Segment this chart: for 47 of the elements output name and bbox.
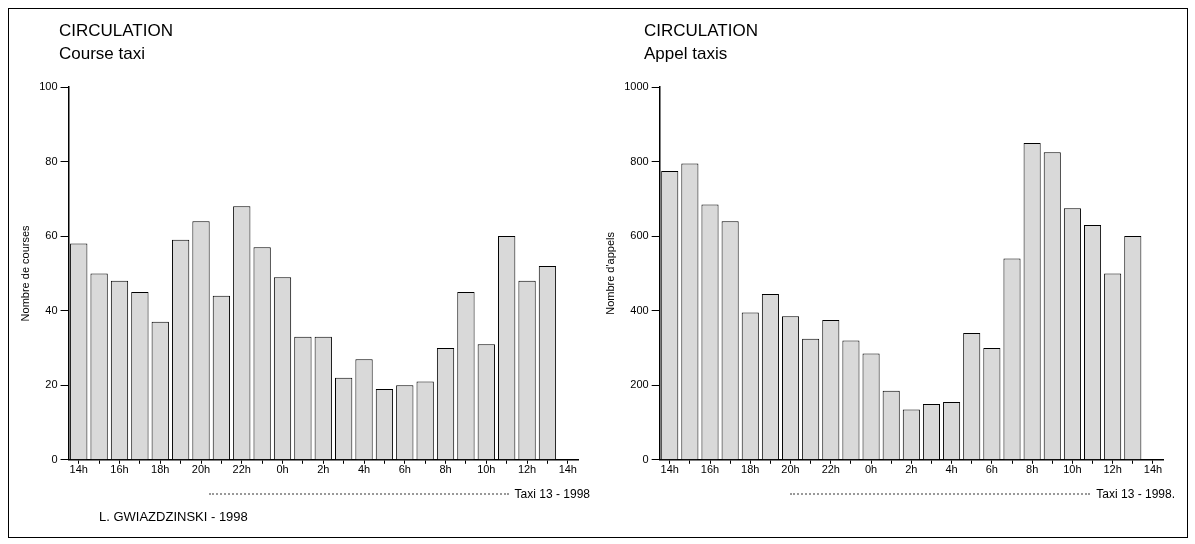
x-tick-label: 6h	[985, 463, 998, 476]
y-tick-label: 0	[642, 452, 649, 465]
y-axis-title: Nombre d'appels	[603, 231, 616, 315]
y-tick-label: 1000	[624, 80, 649, 93]
x-tick-label: 22h	[821, 463, 840, 476]
x-tick-label: 18h	[151, 463, 170, 476]
y-tick-label: 80	[45, 154, 58, 167]
x-tick-label: 2h	[905, 463, 918, 476]
text: Taxi 13 - 1998	[514, 487, 590, 501]
x-tick-label: 16h	[110, 463, 129, 476]
x-tick-label: 4h	[357, 463, 371, 476]
x-tick-label: 8h	[439, 463, 452, 476]
y-axis-title: Nombre de courses	[18, 224, 31, 322]
y-tick-label: 200	[630, 378, 649, 391]
x-tick-label: 22h	[232, 463, 251, 476]
x-tick-label: 14h	[558, 463, 577, 476]
y-tick-label: 800	[630, 154, 649, 167]
x-tick-label: 20h	[781, 463, 800, 476]
x-tick-label: 12h	[517, 463, 537, 476]
x-tick-label: 10h	[477, 463, 496, 476]
x-tick-label: 4h	[945, 463, 958, 476]
y-tick-label: 60	[45, 229, 58, 242]
x-tick-label: 18h	[741, 463, 760, 476]
y-tick-label: 0	[51, 452, 58, 465]
x-tick-label: 14h	[660, 463, 679, 476]
y-tick-label: 400	[630, 303, 649, 316]
x-tick-label: 14h	[69, 463, 88, 476]
x-tick-label: 0h	[276, 463, 289, 476]
x-tick-label: 14h	[1143, 463, 1163, 476]
x-tick-label: 2h	[317, 463, 330, 476]
chart-subtitle: Appel taxis	[644, 44, 728, 64]
text: Taxi 13 - 1998.	[1096, 487, 1175, 501]
chart-title: CIRCULATION	[59, 21, 173, 41]
y-tick-label: 100	[39, 80, 58, 93]
x-tick-label: 10h	[1063, 463, 1082, 476]
x-tick-label: 6h	[398, 463, 411, 476]
x-tick-label: 16h	[700, 463, 720, 476]
chart-title: CIRCULATION	[644, 21, 758, 41]
text: L. GWIAZDZINSKI - 1998	[99, 509, 248, 524]
x-tick-label: 0h	[864, 463, 878, 476]
x-tick-label: 20h	[191, 463, 211, 476]
x-tick-label: 8h	[1026, 463, 1039, 476]
y-tick-label: 600	[630, 229, 649, 242]
y-tick-label: 20	[45, 378, 58, 391]
x-tick-label: 12h	[1103, 463, 1122, 476]
chart-subtitle: Course taxi	[59, 44, 145, 64]
y-tick-label: 40	[45, 303, 58, 316]
